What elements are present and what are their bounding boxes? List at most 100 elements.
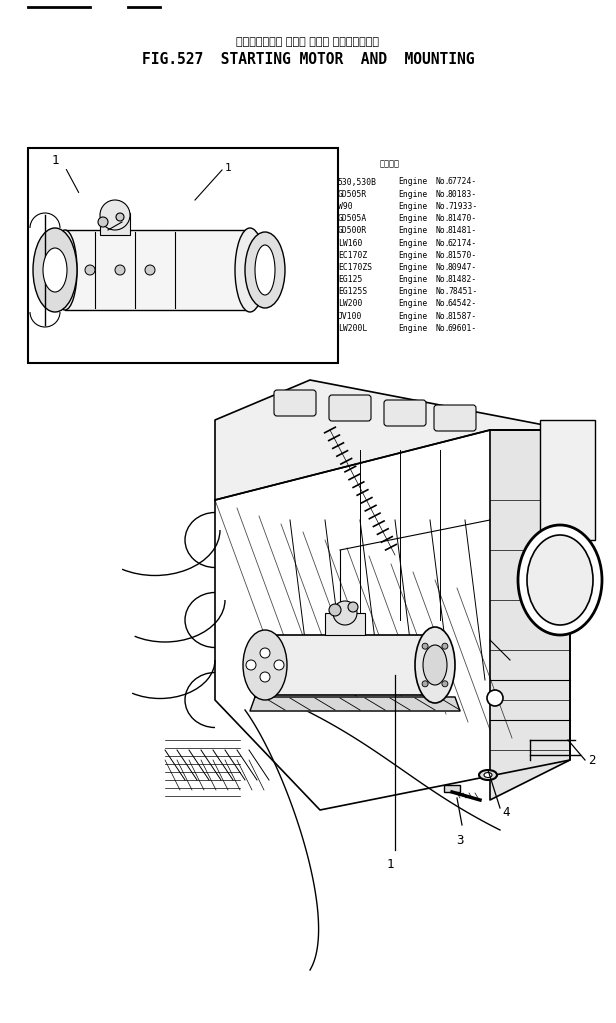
Bar: [28, 148, 338, 363]
Text: Engine: Engine: [398, 226, 428, 235]
Text: No.: No.: [436, 202, 451, 211]
Text: Engine: Engine: [398, 178, 428, 186]
Text: 71933-: 71933-: [448, 202, 477, 211]
Ellipse shape: [527, 535, 593, 625]
Text: Engine: Engine: [398, 263, 428, 272]
Text: 64542-: 64542-: [448, 300, 477, 309]
Bar: [540, 420, 595, 540]
Polygon shape: [215, 380, 570, 500]
Text: 81470-: 81470-: [448, 214, 477, 223]
Text: Engine: Engine: [398, 189, 428, 198]
Text: No.: No.: [436, 275, 451, 284]
Circle shape: [260, 672, 270, 682]
Ellipse shape: [245, 232, 285, 308]
Text: No.: No.: [436, 214, 451, 223]
Polygon shape: [250, 697, 460, 711]
Text: 2: 2: [588, 754, 596, 766]
Text: Engine: Engine: [398, 275, 428, 284]
Bar: [100, 213, 130, 235]
Circle shape: [116, 213, 124, 221]
Text: 78451-: 78451-: [448, 287, 477, 297]
Text: No.: No.: [436, 238, 451, 248]
Circle shape: [145, 265, 155, 275]
Text: EC170Z: EC170Z: [338, 251, 367, 260]
Ellipse shape: [423, 644, 447, 685]
Text: Engine: Engine: [398, 238, 428, 248]
Text: FIG.527  STARTING MOTOR  AND  MOUNTING: FIG.527 STARTING MOTOR AND MOUNTING: [142, 52, 474, 68]
Text: EG125S: EG125S: [338, 287, 367, 297]
Text: LW160: LW160: [338, 238, 362, 248]
Text: EC170ZS: EC170ZS: [338, 263, 372, 272]
Ellipse shape: [243, 630, 287, 700]
Circle shape: [422, 681, 428, 686]
Ellipse shape: [43, 248, 67, 292]
Text: 1: 1: [51, 153, 59, 167]
Text: 1: 1: [225, 163, 232, 173]
Ellipse shape: [518, 525, 602, 635]
Polygon shape: [490, 430, 570, 800]
Circle shape: [329, 604, 341, 616]
Text: JV100: JV100: [338, 312, 362, 320]
Text: GD500R: GD500R: [338, 226, 367, 235]
Circle shape: [348, 602, 358, 612]
Text: LW200L: LW200L: [338, 324, 367, 332]
Text: No.: No.: [436, 226, 451, 235]
Text: 80947-: 80947-: [448, 263, 477, 272]
Text: 81482-: 81482-: [448, 275, 477, 284]
Circle shape: [442, 681, 448, 686]
Circle shape: [442, 643, 448, 650]
Ellipse shape: [484, 772, 492, 777]
Text: No.: No.: [436, 178, 451, 186]
Polygon shape: [444, 785, 460, 792]
Text: Engine: Engine: [398, 287, 428, 297]
Text: Engine: Engine: [398, 202, 428, 211]
Bar: [265, 635, 435, 695]
Text: GD505R: GD505R: [338, 189, 367, 198]
Ellipse shape: [333, 601, 357, 625]
Text: 4: 4: [502, 805, 509, 818]
Text: GD505A: GD505A: [338, 214, 367, 223]
Ellipse shape: [415, 627, 455, 703]
Text: 81570-: 81570-: [448, 251, 477, 260]
Circle shape: [85, 265, 95, 275]
Text: No.: No.: [436, 300, 451, 309]
FancyBboxPatch shape: [384, 400, 426, 426]
Text: 69601-: 69601-: [448, 324, 477, 332]
Ellipse shape: [255, 244, 275, 295]
Text: W90: W90: [338, 202, 352, 211]
FancyBboxPatch shape: [274, 390, 316, 416]
Text: No.: No.: [436, 287, 451, 297]
Circle shape: [246, 660, 256, 670]
Text: Engine: Engine: [398, 214, 428, 223]
Ellipse shape: [33, 228, 77, 312]
Text: スターティング モータ および マウンティング: スターティング モータ および マウンティング: [237, 37, 379, 47]
Text: 81587-: 81587-: [448, 312, 477, 320]
Text: No.: No.: [436, 251, 451, 260]
FancyBboxPatch shape: [329, 395, 371, 421]
Ellipse shape: [100, 201, 130, 230]
Text: 62174-: 62174-: [448, 238, 477, 248]
Polygon shape: [215, 430, 570, 810]
Ellipse shape: [250, 635, 280, 695]
Text: 80183-: 80183-: [448, 189, 477, 198]
Text: 67724-: 67724-: [448, 178, 477, 186]
Text: Engine: Engine: [398, 251, 428, 260]
Bar: [325, 613, 365, 635]
Text: 適用号機: 適用号機: [380, 159, 400, 168]
Text: No.: No.: [436, 312, 451, 320]
Circle shape: [487, 690, 503, 706]
Text: No.: No.: [436, 324, 451, 332]
Text: No.: No.: [436, 189, 451, 198]
Ellipse shape: [479, 770, 497, 780]
Bar: [65, 230, 250, 310]
FancyBboxPatch shape: [434, 405, 476, 431]
Text: No.: No.: [436, 263, 451, 272]
Circle shape: [274, 660, 284, 670]
Ellipse shape: [53, 230, 77, 310]
Text: LW200: LW200: [338, 300, 362, 309]
Text: 530,530B: 530,530B: [338, 178, 377, 186]
Text: EG125: EG125: [338, 275, 362, 284]
Text: 81481-: 81481-: [448, 226, 477, 235]
Circle shape: [422, 643, 428, 650]
Text: Engine: Engine: [398, 312, 428, 320]
